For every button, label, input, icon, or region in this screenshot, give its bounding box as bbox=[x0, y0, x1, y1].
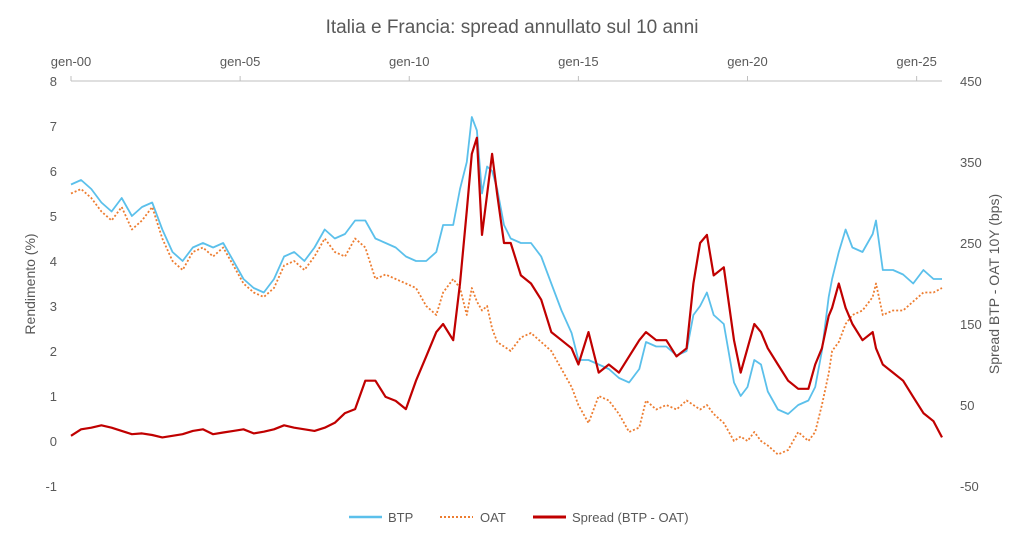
x-tick-label: gen-20 bbox=[727, 54, 767, 69]
y-left-tick-label: 5 bbox=[50, 209, 57, 224]
x-tick-label: gen-25 bbox=[896, 54, 936, 69]
y-axis-right-label: Spread BTP - OAT 10Y (bps) bbox=[986, 194, 1002, 374]
y-right-tick-label: 250 bbox=[960, 236, 982, 251]
y-right-tick-label: 50 bbox=[960, 398, 974, 413]
x-tick-label: gen-00 bbox=[51, 54, 91, 69]
legend-label-btp: BTP bbox=[388, 510, 413, 525]
legend-item-spread: Spread (BTP - OAT) bbox=[533, 510, 689, 525]
legend-label-oat: OAT bbox=[480, 510, 506, 525]
legend-item-btp: BTP bbox=[349, 510, 413, 525]
y-axis-left-label: Rendimento (%) bbox=[22, 233, 38, 334]
series-layer bbox=[70, 116, 943, 456]
y-right-tick-label: 150 bbox=[960, 317, 982, 332]
y-axis-right-ticks: -50 50 150 250 350 450 bbox=[960, 74, 982, 494]
y-left-tick-label: 1 bbox=[50, 389, 57, 404]
oat-line bbox=[70, 188, 943, 456]
x-tick-label: gen-15 bbox=[558, 54, 598, 69]
btp-line bbox=[70, 116, 942, 415]
chart-title: Italia e Francia: spread annullato sul 1… bbox=[326, 17, 699, 38]
x-tick-label: gen-10 bbox=[389, 54, 429, 69]
y-right-tick-label: 350 bbox=[960, 155, 982, 170]
x-axis-ticks: gen-00 gen-05 gen-10 gen-15 gen-20 gen-25 bbox=[51, 54, 937, 81]
y-left-tick-label: 7 bbox=[50, 119, 57, 134]
y-left-tick-label: 4 bbox=[50, 254, 57, 269]
x-tick-label: gen-05 bbox=[220, 54, 260, 69]
y-left-tick-label: 3 bbox=[50, 299, 57, 314]
legend: BTP OAT Spread (BTP - OAT) bbox=[349, 510, 689, 525]
legend-label-spread: Spread (BTP - OAT) bbox=[572, 510, 689, 525]
legend-item-oat: OAT bbox=[440, 510, 506, 525]
y-right-tick-label: -50 bbox=[960, 479, 979, 494]
y-left-tick-label: -1 bbox=[45, 479, 57, 494]
y-left-tick-label: 2 bbox=[50, 344, 57, 359]
spread-line bbox=[70, 136, 943, 439]
y-left-tick-label: 6 bbox=[50, 164, 57, 179]
y-left-tick-label: 0 bbox=[50, 434, 57, 449]
y-axis-left-ticks: -1 0 1 2 3 4 5 6 7 8 bbox=[45, 74, 57, 494]
y-right-tick-label: 450 bbox=[960, 74, 982, 89]
y-left-tick-label: 8 bbox=[50, 74, 57, 89]
